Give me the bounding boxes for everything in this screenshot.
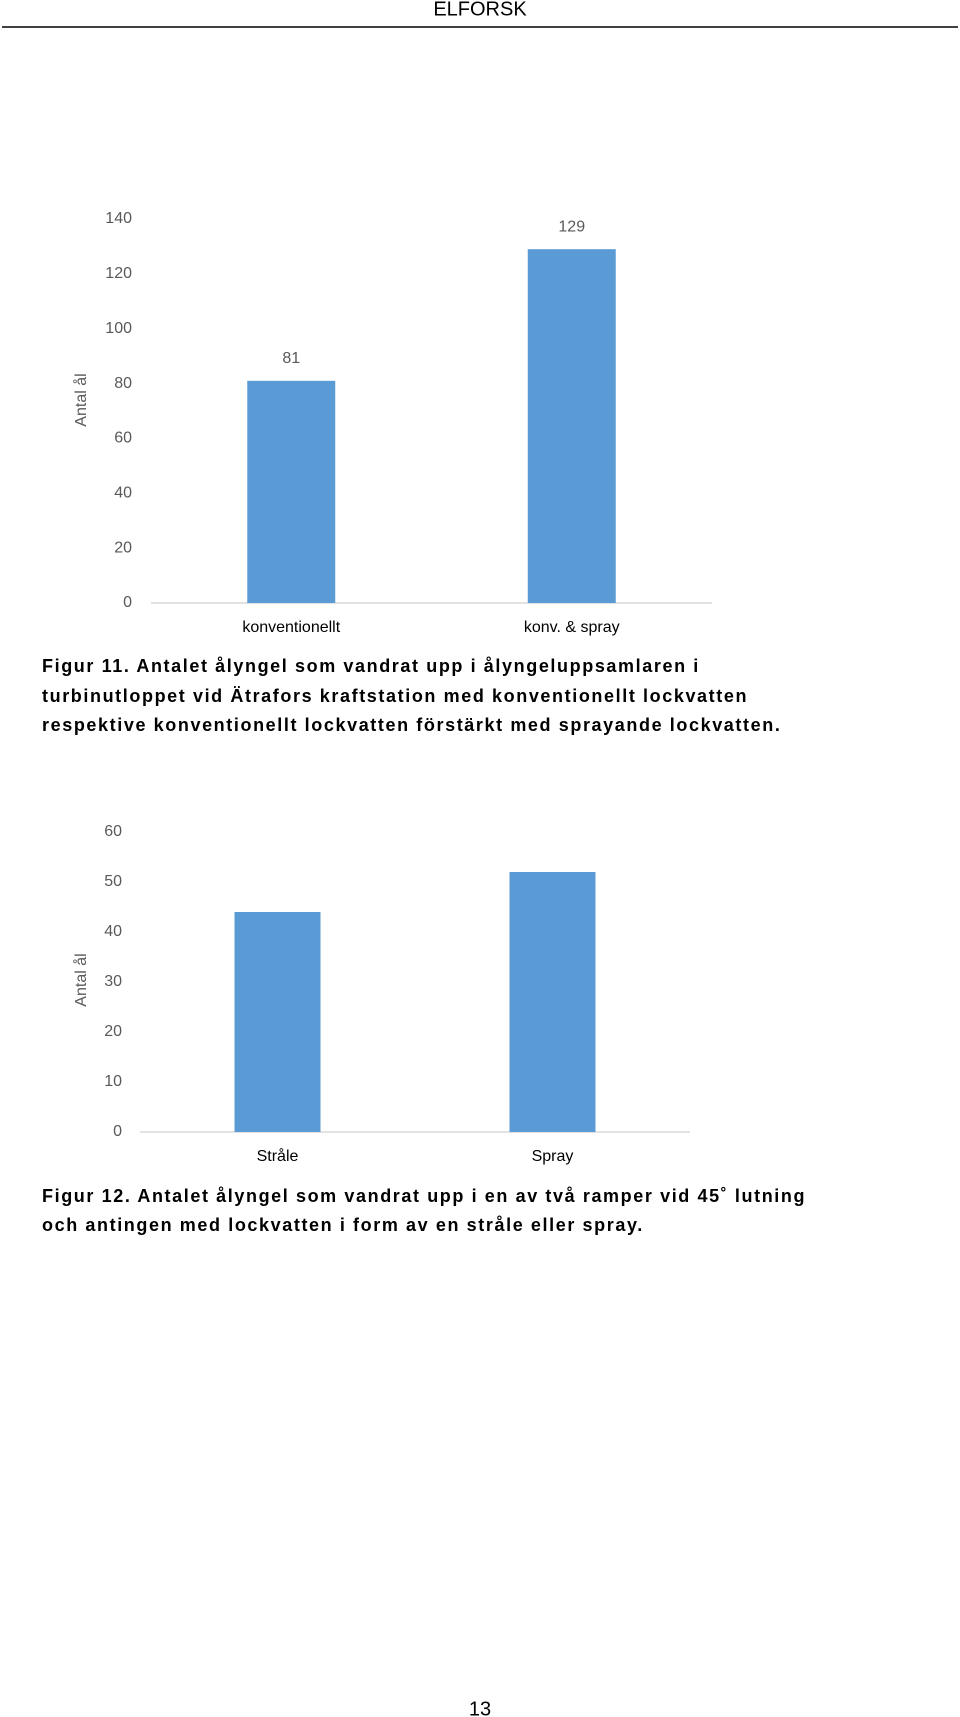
bar (509, 872, 596, 1132)
figure-caption: turbinutloppet vid Ätrafors kraftstation… (42, 686, 748, 706)
figure-caption: Figur 11. Antalet ålyngel som vandrat up… (42, 656, 700, 676)
y-tick-label: 0 (123, 594, 132, 611)
y-tick-label: 20 (104, 1023, 122, 1040)
y-tick-label: 60 (114, 430, 132, 447)
x-tick-label: konventionellt (242, 619, 340, 636)
x-tick-label: Stråle (257, 1147, 299, 1165)
bar (247, 380, 336, 603)
y-axis-label: Antal ål (72, 373, 90, 426)
page-number: 13 (469, 1698, 491, 1717)
bar (527, 249, 616, 603)
x-tick-label: konv. & spray (524, 619, 620, 636)
x-tick-label: Spray (532, 1148, 574, 1165)
y-tick-label: 20 (114, 539, 132, 556)
y-tick-label: 40 (114, 485, 132, 502)
data-label: 81 (282, 350, 300, 367)
y-tick-label: 140 (105, 210, 132, 227)
y-tick-label: 10 (104, 1073, 122, 1090)
y-tick-label: 60 (104, 823, 122, 840)
y-tick-label: 50 (104, 873, 122, 890)
bar (234, 912, 321, 1132)
figure-caption: respektive konventionellt lockvatten för… (42, 715, 781, 735)
y-tick-label: 0 (113, 1123, 122, 1140)
figure-caption: och antingen med lockvatten i form av en… (42, 1215, 644, 1235)
y-tick-label: 80 (114, 375, 132, 392)
data-label: 129 (558, 218, 585, 235)
y-tick-label: 120 (105, 265, 132, 282)
figure-caption: Figur 12. Antalet ålyngel som vandrat up… (42, 1186, 806, 1206)
y-tick-label: 100 (105, 320, 132, 337)
y-tick-label: 40 (104, 923, 122, 940)
y-tick-label: 30 (104, 973, 122, 990)
header: ELFORSK (433, 0, 527, 20)
y-axis-label: Antal ål (72, 953, 90, 1006)
